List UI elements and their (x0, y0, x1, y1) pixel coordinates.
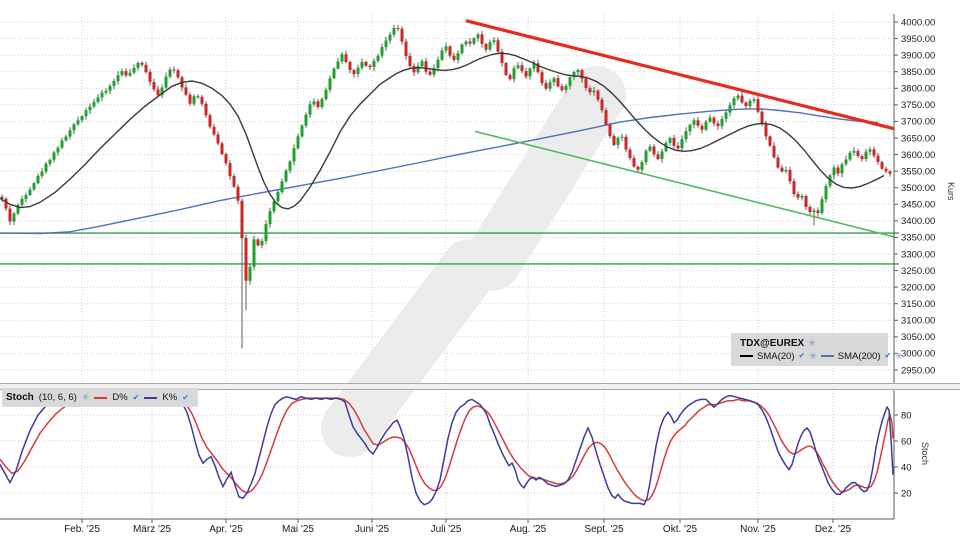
svg-text:Stoch: Stoch (920, 442, 930, 465)
svg-text:3100.00: 3100.00 (901, 316, 935, 327)
svg-text:3550.00: 3550.00 (901, 166, 935, 177)
svg-text:März '25: März '25 (133, 524, 171, 535)
main-chart-legend: TDX@EUREX ✳ SMA(20) ✔ ✳ SMA(200) ✔ ✳ (731, 333, 903, 366)
svg-text:Nov. '25: Nov. '25 (740, 524, 776, 535)
svg-text:3300.00: 3300.00 (901, 249, 935, 260)
sma20-settings-icon[interactable]: ✳ (809, 350, 817, 361)
svg-text:Feb. '25: Feb. '25 (64, 524, 100, 535)
svg-text:Mai '25: Mai '25 (282, 524, 314, 535)
svg-text:3150.00: 3150.00 (901, 299, 935, 310)
svg-text:20: 20 (901, 488, 912, 499)
svg-text:3350.00: 3350.00 (901, 233, 935, 244)
svg-text:Apr. '25: Apr. '25 (209, 524, 243, 535)
svg-text:2950.00: 2950.00 (901, 365, 935, 376)
stoch-legend: Stoch (10, 6, 6) ✳ D% ✔ K% ✔ (2, 388, 198, 407)
stoch-title: Stoch (6, 392, 34, 403)
svg-text:3500.00: 3500.00 (901, 183, 935, 194)
svg-text:Juni '25: Juni '25 (355, 524, 390, 535)
svg-text:3450.00: 3450.00 (901, 200, 935, 211)
svg-text:4000.00: 4000.00 (901, 17, 935, 28)
stoch-k-swatch (144, 396, 158, 399)
stoch-k-checkbox[interactable]: ✔ (182, 392, 189, 402)
svg-text:3900.00: 3900.00 (901, 50, 935, 61)
svg-text:3600.00: 3600.00 (901, 150, 935, 161)
svg-text:Aug. '25: Aug. '25 (510, 524, 547, 535)
sma20-label: SMA(20) (757, 350, 795, 362)
svg-text:3400.00: 3400.00 (901, 216, 935, 227)
svg-text:3950.00: 3950.00 (901, 34, 935, 45)
sma200-checkbox[interactable]: ✔ (884, 351, 892, 360)
sma20-line-swatch (740, 355, 753, 357)
sma20-checkbox[interactable]: ✔ (798, 351, 806, 360)
svg-text:Okt. '25: Okt. '25 (663, 524, 698, 535)
svg-text:3800.00: 3800.00 (901, 84, 935, 95)
stoch-k-label: K% (162, 392, 178, 403)
svg-text:Kurs: Kurs (946, 182, 956, 201)
svg-text:3250.00: 3250.00 (901, 266, 935, 277)
svg-text:3200.00: 3200.00 (901, 282, 935, 293)
watermark-logo (321, 66, 626, 457)
sma200-label: SMA(200) (837, 350, 881, 362)
svg-text:Dez. '25: Dez. '25 (815, 524, 852, 535)
svg-text:3000.00: 3000.00 (901, 349, 935, 360)
svg-text:3850.00: 3850.00 (901, 67, 935, 78)
svg-text:3050.00: 3050.00 (901, 332, 935, 343)
svg-text:Sept. '25: Sept. '25 (584, 524, 624, 535)
svg-text:60: 60 (901, 436, 912, 447)
stoch-d-label: D% (112, 392, 128, 403)
sma200-line-swatch (820, 355, 834, 357)
stoch-params: (10, 6, 6) (38, 392, 77, 403)
settings-icon[interactable]: ✳ (808, 337, 816, 348)
svg-text:80: 80 (901, 410, 912, 421)
stoch-settings-icon[interactable]: ✳ (81, 392, 90, 402)
symbol-label: TDX@EUREX (740, 337, 805, 349)
stoch-d-swatch (94, 396, 108, 399)
svg-text:40: 40 (901, 462, 912, 473)
svg-text:3700.00: 3700.00 (901, 117, 935, 128)
stoch-d-checkbox[interactable]: ✔ (132, 392, 140, 402)
panel-separator[interactable] (0, 383, 960, 390)
svg-text:3750.00: 3750.00 (901, 100, 935, 111)
svg-text:3650.00: 3650.00 (901, 133, 935, 144)
svg-text:Juli '25: Juli '25 (431, 524, 462, 535)
sma200-settings-icon[interactable]: ✳ (895, 350, 903, 361)
